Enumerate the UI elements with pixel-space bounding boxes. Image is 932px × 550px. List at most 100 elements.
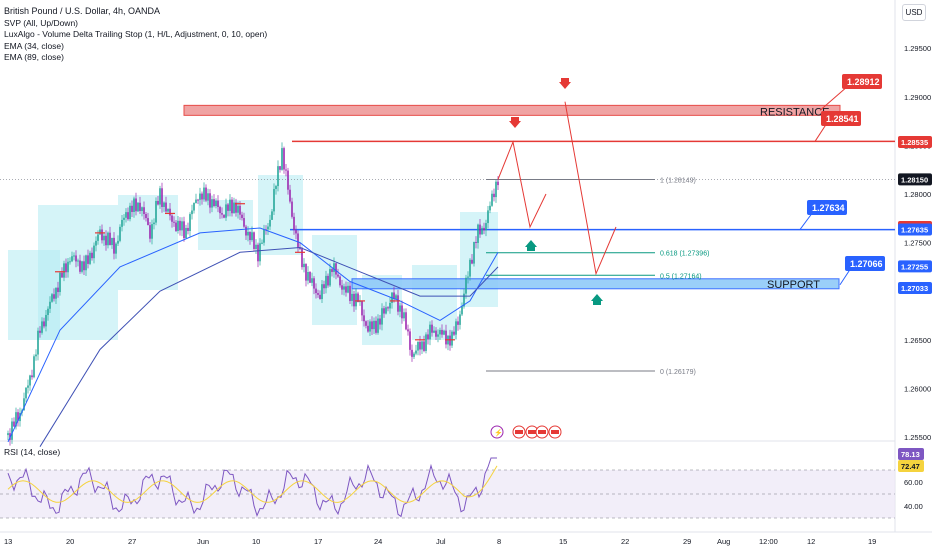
candle-body	[173, 221, 175, 223]
candle-body	[281, 148, 283, 170]
candle-body	[463, 293, 465, 307]
candle-body	[449, 335, 451, 346]
time-tick-label: 29	[683, 537, 691, 546]
price-badge-box	[898, 135, 932, 148]
time-tick-label: Jun	[197, 537, 209, 546]
candle-body	[65, 263, 67, 273]
candle-body	[205, 187, 207, 201]
candle-body	[425, 334, 427, 351]
callout-1-28541: 1.28541	[814, 111, 861, 142]
currency-button[interactable]: USD	[902, 4, 926, 21]
time-tick-label: 15	[559, 537, 567, 546]
candle-body	[171, 215, 173, 222]
candle-body	[169, 208, 171, 216]
candle-body	[277, 166, 279, 187]
candle-body	[189, 214, 191, 231]
callout-pointer	[819, 85, 849, 111]
candle-body	[101, 229, 103, 241]
candle-body	[495, 181, 497, 198]
candle-body	[241, 214, 243, 219]
candle-body	[243, 218, 245, 227]
candle-body	[235, 202, 237, 213]
candle-body	[371, 321, 373, 330]
candle-body	[53, 294, 55, 299]
candle-body	[69, 261, 71, 263]
candle-body	[73, 255, 75, 257]
candle-body	[373, 320, 375, 330]
candle-body	[181, 221, 183, 231]
candle-body	[259, 243, 261, 262]
candle-body	[15, 412, 17, 427]
indicator-ema-34[interactable]: EMA (34, close)	[4, 40, 64, 51]
candle-body	[61, 272, 63, 278]
candle-body	[27, 385, 29, 388]
candle-body	[395, 295, 397, 299]
candle-body	[285, 169, 287, 171]
candle-body	[137, 202, 139, 212]
candle-body	[127, 212, 129, 220]
candle-body	[239, 205, 241, 215]
candle-body	[403, 312, 405, 319]
candle-body	[443, 330, 445, 335]
candle-body	[153, 222, 155, 225]
candle-body	[237, 205, 239, 213]
candle-body	[273, 188, 275, 212]
candle-body	[29, 375, 31, 386]
chart-legend: British Pound / U.S. Dollar, 4h, OANDA S…	[4, 6, 267, 64]
candle-body	[387, 307, 389, 309]
candle-body	[267, 226, 269, 230]
candle-body	[295, 230, 297, 234]
candle-body	[227, 204, 229, 211]
price-badge-text: 1.27255	[901, 262, 928, 271]
candle-body	[303, 263, 305, 268]
candle-body	[87, 255, 89, 264]
rsi-ma-line	[7, 465, 498, 503]
candle-body	[311, 278, 313, 283]
candle-body	[175, 222, 177, 231]
candle-body	[367, 325, 369, 332]
candle-body	[155, 200, 157, 223]
candle-body	[379, 318, 381, 325]
flag-event-glyph	[551, 430, 559, 434]
candle-body	[111, 237, 113, 245]
candle-body	[35, 354, 37, 357]
candle-body	[343, 286, 345, 290]
time-tick-label: 12	[807, 537, 815, 546]
candle-body	[471, 259, 473, 264]
candle-body	[441, 329, 443, 335]
projection-path-1	[497, 140, 547, 229]
callout-box	[821, 111, 861, 126]
candle-body	[139, 202, 141, 212]
candle-body	[313, 278, 315, 289]
candle-body	[33, 356, 35, 378]
price-tick-label: 1.26500	[904, 336, 931, 345]
candle-body	[413, 353, 415, 357]
rsi-label[interactable]: RSI (14, close)	[4, 447, 61, 457]
candle-body	[497, 181, 499, 186]
candle-body	[341, 285, 343, 290]
indicator-ema-89[interactable]: EMA (89, close)	[4, 52, 64, 62]
arrow-down-icon	[509, 117, 521, 128]
time-tick-label: 12:00	[759, 537, 778, 546]
candle-body	[369, 321, 371, 332]
candle-body	[143, 207, 145, 215]
price-badge: 1.27033	[898, 281, 932, 294]
chart-title: British Pound / U.S. Dollar, 4h, OANDA	[4, 6, 161, 16]
candle-body	[217, 200, 219, 207]
candle-body	[451, 331, 453, 346]
rsi-badge: 72.47	[898, 460, 924, 472]
rsi-badge-box	[898, 448, 924, 460]
candle-body	[485, 223, 487, 231]
candle-body	[381, 308, 383, 325]
indicator-svp[interactable]: SVP (All, Up/Down)	[4, 17, 79, 28]
price-badge-text: 1.28535	[901, 138, 928, 147]
candle-body	[183, 221, 185, 239]
indicator-luxalgo[interactable]: LuxAlgo - Volume Delta Trailing Stop (1,…	[4, 29, 268, 39]
price-tick-label: 1.29500	[904, 44, 931, 53]
candle-body	[147, 218, 149, 226]
rsi-badge-text: 72.47	[901, 462, 920, 471]
candle-body	[31, 375, 33, 378]
candle-body	[83, 261, 85, 271]
candle-body	[41, 321, 43, 333]
